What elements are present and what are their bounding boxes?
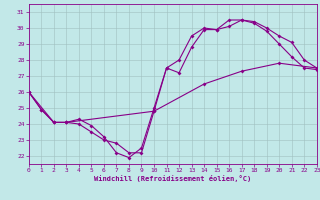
X-axis label: Windchill (Refroidissement éolien,°C): Windchill (Refroidissement éolien,°C) <box>94 175 252 182</box>
